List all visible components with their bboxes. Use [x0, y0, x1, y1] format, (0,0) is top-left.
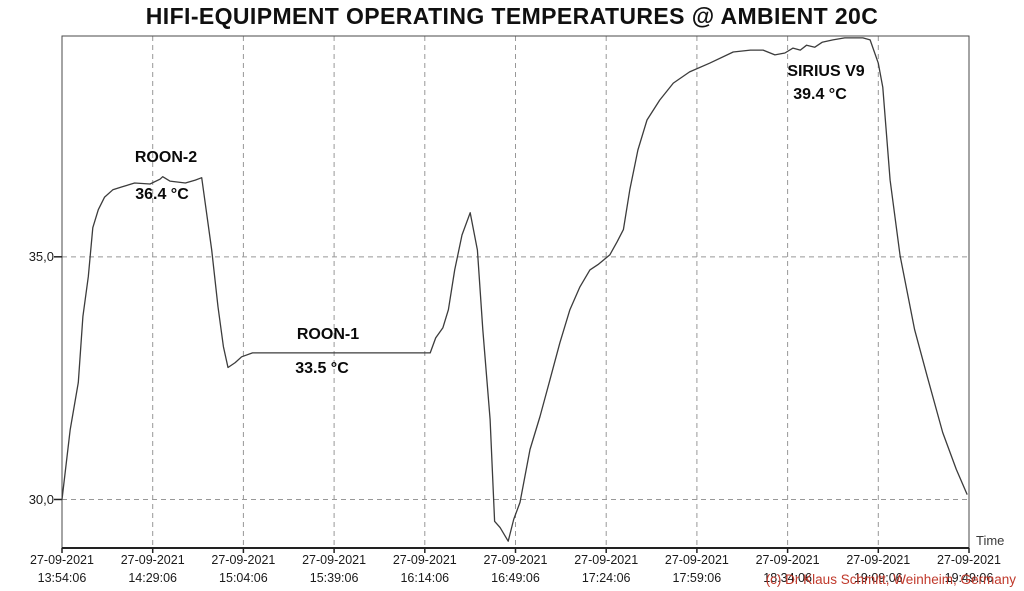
copyright-watermark: (c) Dr Klaus Schmitt, Weinheim, Germany [765, 572, 1016, 587]
temperature-curve [61, 37, 968, 542]
chart-title: HIFI-EQUIPMENT OPERATING TEMPERATURES @ … [145, 3, 879, 29]
x-tick-label: 27-09-2021 16:49:06 [483, 553, 548, 585]
x-tick-label: 27-09-2021 17:59:06 [664, 553, 729, 585]
annotation-sirius-value: 39.4 °C [793, 86, 847, 103]
x-tick-label: 27-09-2021 15:04:06 [211, 553, 276, 585]
x-tick-label: 27-09-2021 18:34:06 [755, 553, 820, 585]
y-tick-label-35: 35,0 [28, 249, 54, 264]
x-tick-label: 27-09-2021 17:24:06 [574, 553, 639, 585]
x-tick-label: 27-09-2021 15:39:06 [302, 553, 367, 585]
annotation-roon1-name: ROON-1 [296, 326, 360, 343]
annotation-roon1-value: 33.5 °C [295, 360, 349, 377]
x-tick-label: 27-09-2021 19:09:06 [846, 553, 911, 585]
x-tick-label: 27-09-2021 16:14:06 [392, 553, 457, 585]
annotation-roon2-name: ROON-2 [134, 149, 198, 166]
x-tick-label: 27-09-2021 19:49:06 [937, 553, 1001, 585]
annotation-roon2-value: 36.4 °C [135, 186, 189, 203]
x-axis-title: Time [976, 533, 1005, 548]
x-tick-label: 27-09-2021 13:54:06 [30, 553, 94, 585]
x-tick-label: 27-09-2021 14:29:06 [120, 553, 185, 585]
y-tick-label-30: 30,0 [28, 492, 54, 507]
annotation-sirius-name: SIRIUS V9 [787, 63, 865, 80]
